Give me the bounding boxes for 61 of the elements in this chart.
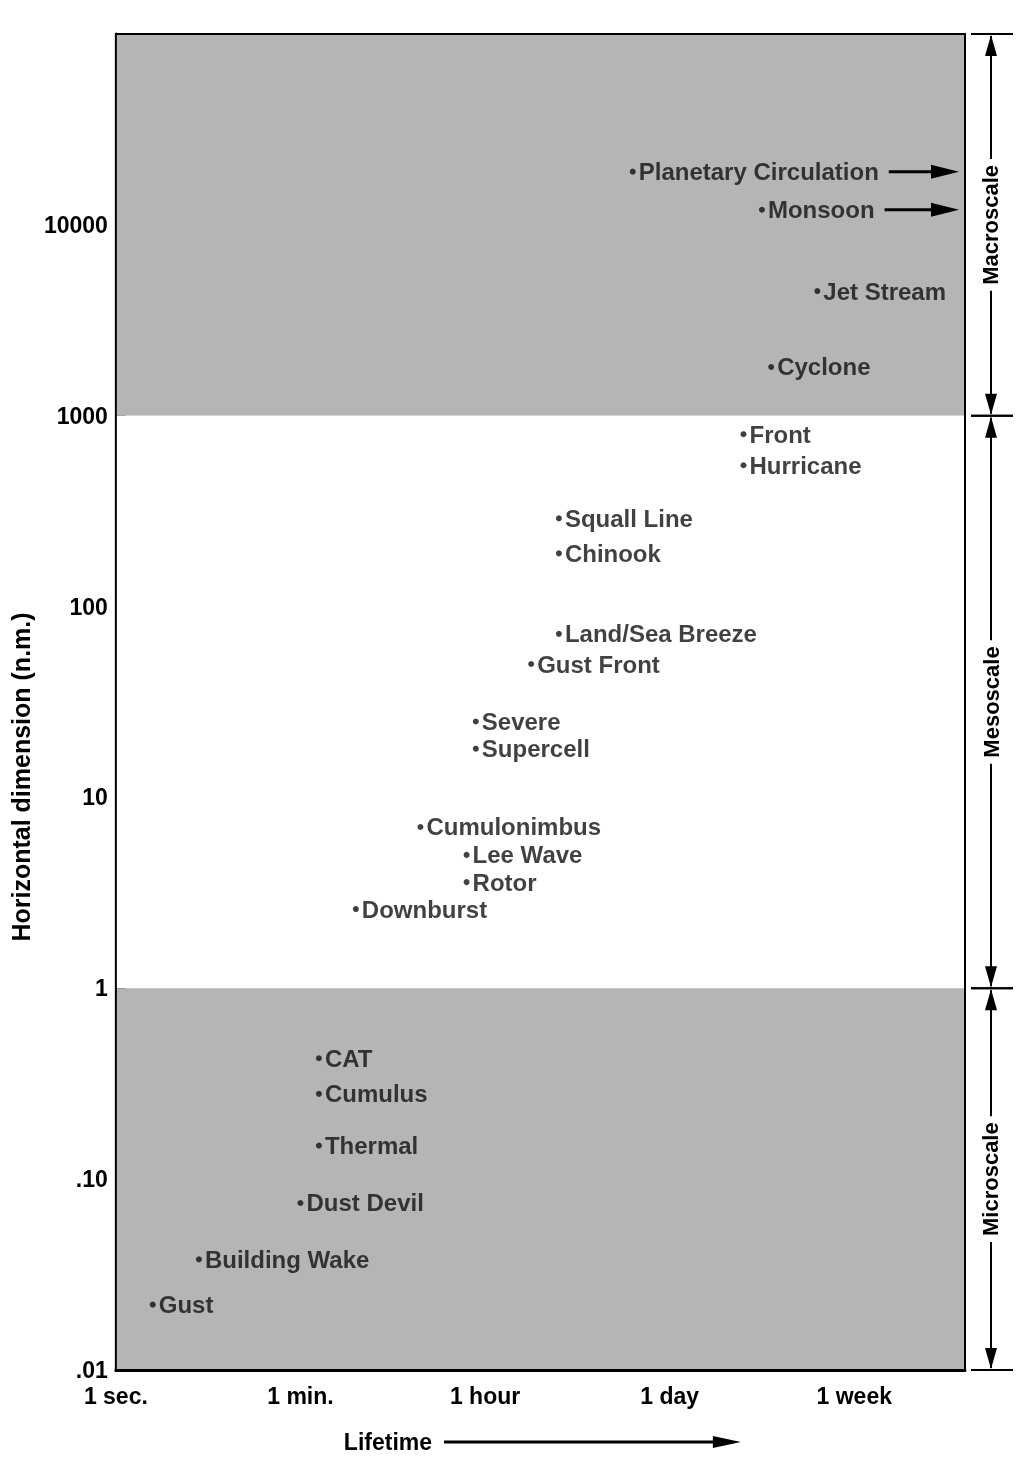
data-label: Chinook	[564, 539, 662, 567]
point	[472, 745, 479, 752]
point	[740, 462, 747, 469]
x-tick-label: 1 sec.	[83, 1382, 148, 1409]
data-label: Land/Sea Breeze	[564, 620, 757, 648]
x-tick-label: 1 day	[640, 1382, 700, 1409]
data-label: Thermal	[324, 1132, 419, 1160]
point	[195, 1256, 202, 1263]
point	[315, 1090, 322, 1097]
y-tick-label: 10000	[43, 211, 108, 238]
band-label: Microscale	[978, 1122, 1004, 1237]
point	[315, 1142, 322, 1149]
data-label: Dust Devil	[306, 1189, 424, 1217]
data-label: Rotor	[472, 868, 537, 896]
band-label: Macroscale	[978, 164, 1004, 285]
data-label: Squall Line	[564, 504, 693, 532]
y-tick-label: .10	[75, 1166, 108, 1193]
data-label: Severe	[481, 707, 561, 735]
y-tick-label: 1000	[56, 402, 108, 429]
point	[768, 364, 775, 370]
x-axis-title: Lifetime	[343, 1429, 433, 1455]
data-label: Hurricane	[749, 451, 862, 479]
y-tick-label: 1	[95, 975, 109, 1002]
data-label: Front	[749, 420, 811, 448]
data-label: Supercell	[481, 735, 590, 763]
point	[555, 550, 562, 557]
x-tick-label: 1 week	[816, 1382, 893, 1409]
y-axis-title: Horizontal dimension (n.m.)	[6, 612, 35, 942]
data-label: Gust Front	[537, 650, 660, 678]
data-label: Planetary Circulation	[638, 158, 879, 186]
point	[758, 206, 765, 213]
point	[149, 1301, 156, 1308]
y-tick-label: .01	[75, 1357, 109, 1383]
data-label: Cumulus	[324, 1080, 428, 1108]
point	[555, 515, 562, 522]
point	[814, 288, 821, 295]
data-label: Cumulonimbus	[426, 813, 602, 841]
band-label: Mesoscale	[978, 646, 1004, 758]
data-label: Cyclone	[777, 353, 871, 381]
point	[352, 906, 359, 913]
data-label: Gust	[158, 1291, 214, 1319]
point	[315, 1055, 322, 1062]
data-label: CAT	[324, 1044, 373, 1072]
data-label: Building Wake	[204, 1245, 370, 1273]
point	[740, 431, 747, 438]
y-tick-label: 10	[82, 784, 108, 811]
data-label: Monsoon	[767, 196, 875, 224]
data-label: Downburst	[361, 895, 488, 923]
point	[297, 1199, 304, 1206]
point	[472, 718, 479, 725]
data-label: Lee Wave	[472, 841, 583, 869]
point	[528, 661, 535, 668]
point	[463, 851, 470, 858]
x-tick-label: 1 hour	[449, 1382, 521, 1409]
x-tick-label: 1 min.	[267, 1382, 334, 1409]
point	[417, 823, 424, 830]
point	[555, 630, 562, 637]
y-tick-label: 100	[69, 593, 108, 620]
point	[629, 168, 636, 175]
point	[463, 879, 470, 886]
data-label: Jet Stream	[823, 277, 947, 305]
